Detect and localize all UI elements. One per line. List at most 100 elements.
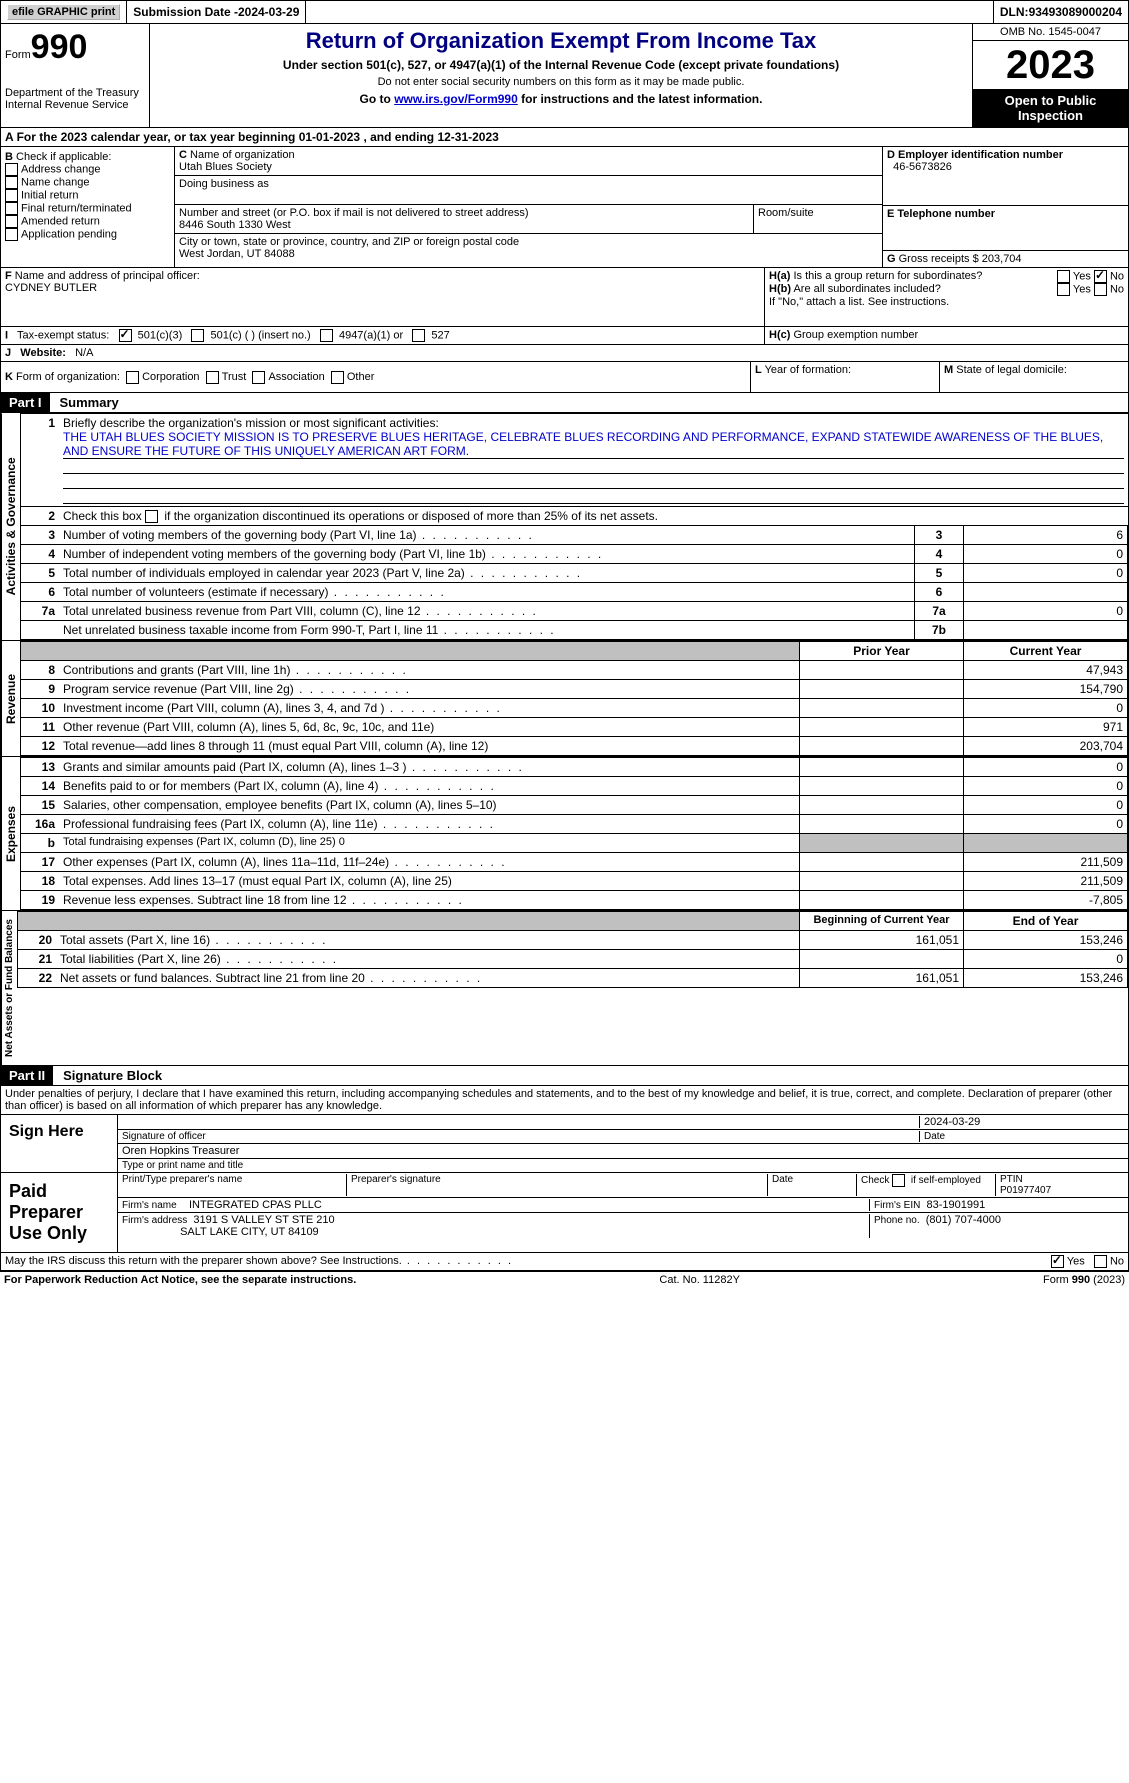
gov-row-5: 5Total number of individuals employed in… — [21, 564, 1128, 583]
cb-hb-no[interactable] — [1094, 283, 1107, 296]
hb-no: No — [1110, 283, 1124, 295]
rev-row-12: 12Total revenue—add lines 8 through 11 (… — [21, 737, 1128, 756]
section-fh: F Name and address of principal officer:… — [0, 268, 1129, 362]
label-hb: H(b) — [769, 283, 791, 295]
phone-value: (801) 707-4000 — [926, 1214, 1001, 1226]
summary-expenses: Expenses 13Grants and similar amounts pa… — [0, 757, 1129, 911]
cb-ha-no[interactable] — [1094, 270, 1107, 283]
exp-row-16a: 16aProfessional fundraising fees (Part I… — [21, 815, 1128, 834]
revenue-table: Prior YearCurrent Year 8Contributions an… — [20, 641, 1128, 756]
footer-right: Form 990 (2023) — [1043, 1274, 1125, 1286]
col-current: Current Year — [964, 642, 1128, 661]
section-bcd: B Check if applicable: Address change Na… — [0, 147, 1129, 268]
opt-name: Name change — [21, 176, 90, 188]
label-l: L — [755, 364, 762, 376]
exp-row-15: 15Salaries, other compensation, employee… — [21, 796, 1128, 815]
submission-label: Submission Date - — [133, 5, 238, 19]
rowA-begin: 01-01-2023 — [299, 130, 360, 144]
line2-post: if the organization discontinued its ope… — [161, 509, 658, 523]
phone-label: Phone no. — [874, 1215, 920, 1226]
ha-yes: Yes — [1073, 270, 1091, 282]
ptin-value: P01977407 — [1000, 1185, 1051, 1196]
col-cf: C Name of organization Utah Blues Societ… — [175, 147, 882, 267]
part2-title: Signature Block — [53, 1068, 162, 1083]
opt-address: Address change — [21, 163, 101, 175]
hb-yes: Yes — [1073, 283, 1091, 295]
declaration-text: Under penalties of perjury, I declare th… — [0, 1086, 1129, 1115]
cb-final-return[interactable] — [5, 202, 18, 215]
cb-assoc[interactable] — [252, 371, 265, 384]
cb-self-employed[interactable] — [892, 1174, 905, 1187]
cb-discuss-no[interactable] — [1094, 1255, 1107, 1268]
website-value: N/A — [75, 347, 93, 359]
section-klm: K Form of organization: Corporation Trus… — [0, 362, 1129, 393]
mission-blank1 — [63, 459, 1124, 474]
addr-label: Number and street (or P.O. box if mail i… — [179, 207, 529, 219]
sign-here-section: Sign Here 2024-03-29 Signature of office… — [0, 1115, 1129, 1173]
paid-preparer-label: Paid Preparer Use Only — [1, 1173, 117, 1252]
submission-date: 2024-03-29 — [238, 5, 299, 19]
exp-row-17: 17Other expenses (Part IX, column (A), l… — [21, 853, 1128, 872]
form-header: Form990 Department of the Treasury Inter… — [0, 24, 1129, 128]
mission-text: THE UTAH BLUES SOCIETY MISSION IS TO PRE… — [63, 430, 1124, 459]
form990-link[interactable]: www.irs.gov/Form990 — [394, 92, 518, 106]
page-footer: For Paperwork Reduction Act Notice, see … — [0, 1271, 1129, 1288]
cb-address-change[interactable] — [5, 163, 18, 176]
dln-value: 93493089000204 — [1029, 5, 1122, 19]
line1-text: Briefly describe the organization's miss… — [63, 416, 439, 430]
line2-num: 2 — [21, 507, 60, 526]
cb-hb-yes[interactable] — [1057, 283, 1070, 296]
efile-print-button[interactable]: efile GRAPHIC print — [7, 4, 120, 20]
officer-name-row: Oren Hopkins Treasurer — [118, 1144, 1128, 1159]
gross-label: Gross receipts $ — [899, 253, 979, 265]
top-bar: efile GRAPHIC print Submission Date - 20… — [0, 0, 1129, 24]
discuss-row: May the IRS discuss this return with the… — [0, 1253, 1129, 1271]
cb-amended[interactable] — [5, 215, 18, 228]
cb-initial-return[interactable] — [5, 189, 18, 202]
prep-sig-label: Preparer's signature — [347, 1174, 768, 1196]
cb-501c[interactable] — [191, 329, 204, 342]
cb-name-change[interactable] — [5, 176, 18, 189]
cb-527[interactable] — [412, 329, 425, 342]
header-right: OMB No. 1545-0047 2023 Open to Public In… — [972, 24, 1128, 127]
cb-app-pending[interactable] — [5, 228, 18, 241]
cb-4947[interactable] — [320, 329, 333, 342]
gov-row-3: 3Number of voting members of the governi… — [21, 526, 1128, 545]
cb-trust[interactable] — [206, 371, 219, 384]
summary-governance: Activities & Governance 1 Briefly descri… — [0, 413, 1129, 641]
cb-ha-yes[interactable] — [1057, 270, 1070, 283]
ptin-label: PTIN — [1000, 1174, 1023, 1185]
cb-other[interactable] — [331, 371, 344, 384]
city-label: City or town, state or province, country… — [179, 236, 519, 248]
row-a: A For the 2023 calendar year, or tax yea… — [0, 128, 1129, 147]
firm-ein-value: 83-1901991 — [926, 1199, 985, 1211]
opt-501c: 501(c) ( ) (insert no.) — [210, 329, 310, 341]
discuss-no: No — [1110, 1256, 1124, 1268]
addr-value: 8446 South 1330 West — [179, 219, 291, 231]
cb-discuss-yes[interactable] — [1051, 1255, 1064, 1268]
mission-blank3 — [63, 489, 1124, 504]
rev-row-11: 11Other revenue (Part VIII, column (A), … — [21, 718, 1128, 737]
label-g: G — [887, 253, 896, 265]
opt-initial: Initial return — [21, 189, 78, 201]
summary-revenue: Revenue Prior YearCurrent Year 8Contribu… — [0, 641, 1129, 757]
discuss-yes: Yes — [1067, 1256, 1085, 1268]
cb-discontinued[interactable] — [145, 510, 158, 523]
opt-pending: Application pending — [21, 228, 117, 240]
rev-row-10: 10Investment income (Part VIII, column (… — [21, 699, 1128, 718]
firm-name-label: Firm's name — [122, 1200, 177, 1211]
form-note1: Do not enter social security numbers on … — [154, 76, 968, 88]
form-number: 990 — [31, 28, 88, 66]
rowA-text2: , and ending — [363, 130, 437, 144]
label-b: B — [5, 151, 13, 163]
name-label: Name of organization — [190, 149, 295, 161]
header-left: Form990 Department of the Treasury Inter… — [1, 24, 150, 127]
efile-cell: efile GRAPHIC print — [1, 1, 127, 23]
cb-corp[interactable] — [126, 371, 139, 384]
label-i: I — [5, 329, 8, 341]
net-row-22: 22Net assets or fund balances. Subtract … — [18, 969, 1128, 988]
cb-501c3[interactable] — [119, 329, 132, 342]
exp-row-19: 19Revenue less expenses. Subtract line 1… — [21, 891, 1128, 910]
line2-pre: Check this box — [63, 509, 145, 523]
rev-row-9: 9Program service revenue (Part VIII, lin… — [21, 680, 1128, 699]
